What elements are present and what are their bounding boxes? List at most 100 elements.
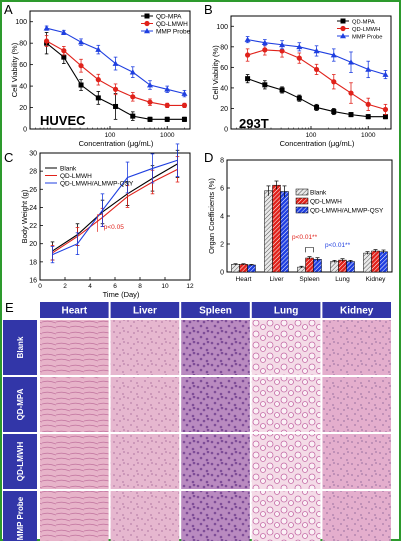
histology-image-cell <box>40 434 109 489</box>
ytick-label-c: 20 <box>29 241 37 248</box>
legend-label-c: QD-LMWH <box>60 173 92 180</box>
x-axis-label-b: Concentration (μg/mL) <box>280 139 355 148</box>
legend-marker-a <box>144 20 150 27</box>
column-header-cell <box>251 302 321 318</box>
ytick-label-a: 100 <box>15 19 27 26</box>
data-point-b <box>365 101 371 107</box>
column-header-label: Lung <box>274 306 298 317</box>
data-point-a <box>95 46 102 52</box>
bar-d <box>313 259 322 273</box>
data-point-a <box>112 60 119 66</box>
histology-image-cell <box>251 377 321 432</box>
x-axis-label-a: Concentration (μg/mL) <box>79 139 154 148</box>
data-point-a <box>112 86 119 92</box>
data-point-a <box>60 29 67 35</box>
panel-letter-c: C <box>4 150 13 165</box>
category-label-d: Liver <box>269 276 284 283</box>
column-header-label: Heart <box>62 306 88 317</box>
data-point-a <box>61 48 67 54</box>
column-header-cell <box>181 302 250 318</box>
data-point-b <box>382 114 388 120</box>
data-point-b <box>279 48 285 54</box>
y-axis-label-a: Cell Viability (%) <box>10 42 19 97</box>
ytick-label-c: 18 <box>29 259 37 266</box>
ytick-label-b: 40 <box>220 85 228 92</box>
bar-d <box>379 251 388 273</box>
data-point-b <box>261 39 268 46</box>
ytick-label-c: 28 <box>29 169 37 176</box>
data-point-a <box>95 95 101 101</box>
data-point-a <box>181 116 187 122</box>
ytick-label-b: 100 <box>216 24 228 31</box>
panel-letter-d: D <box>204 150 213 165</box>
y-axis-label-c: Body Weight (g) <box>20 189 29 243</box>
category-label-d: Kidney <box>366 276 387 283</box>
bar-d <box>346 261 355 273</box>
xtick-label-c: 12 <box>186 283 194 290</box>
annotation-p001-blue: p<0.01** <box>325 242 351 249</box>
column-header-cell <box>40 302 109 318</box>
legend-label-b: QD-LMWH <box>352 27 380 33</box>
column-header-label: Spleen <box>199 306 232 317</box>
legend-marker-b <box>340 18 346 24</box>
data-point-a <box>129 69 136 75</box>
data-point-b <box>314 104 320 110</box>
data-point-a <box>78 82 84 88</box>
legend-label-b: MMP Probe <box>352 35 383 41</box>
legend-label-c: QD-LMWH/ALMWP-QSY <box>60 181 134 188</box>
x-axis-label-c: Time (Day) <box>103 290 140 299</box>
significance-bracket-d <box>305 247 314 253</box>
data-point-b <box>330 52 337 58</box>
ytick-label-a: 0 <box>23 127 27 134</box>
histology-image-cell <box>251 434 321 489</box>
data-point-a <box>181 102 188 108</box>
data-point-b <box>279 87 285 93</box>
xtick-label-c: 8 <box>138 283 142 290</box>
ytick-label-a: 80 <box>19 41 27 48</box>
annotation-huvec: HUVEC <box>40 113 86 128</box>
bar-d <box>239 264 248 273</box>
row-header-cell <box>3 491 37 541</box>
category-label-d: Lung <box>335 276 350 283</box>
legend-swatch-d <box>295 197 309 205</box>
data-point-b <box>382 71 389 77</box>
data-point-b <box>262 47 268 53</box>
data-point-a <box>130 113 136 119</box>
xtick-label-c: 2 <box>63 283 67 290</box>
bar-d <box>371 250 380 273</box>
histology-image-cell <box>181 320 250 375</box>
data-point-b <box>296 55 302 61</box>
legend-marker-a <box>144 28 150 34</box>
data-point-a <box>147 82 153 88</box>
y-axis-label-d: Organ Coefficients (%) <box>207 178 216 254</box>
data-point-a <box>130 94 136 100</box>
annotation-p001-red: p<0.01** <box>292 234 318 241</box>
data-point-a <box>164 116 170 122</box>
data-point-a <box>95 77 101 83</box>
ytick-label-a: 20 <box>19 105 27 112</box>
xtick-label-c: 4 <box>88 283 92 290</box>
series-line-c <box>52 163 178 252</box>
legend-marker-b <box>340 33 346 39</box>
ytick-label-b: 20 <box>220 106 228 113</box>
data-point-b <box>348 59 354 65</box>
data-point-b <box>244 36 251 42</box>
data-point-a <box>78 63 84 69</box>
row-header-cell <box>3 377 37 432</box>
panel-letter-b: B <box>204 2 213 17</box>
xtick-label-c: 6 <box>113 283 117 290</box>
data-point-b <box>365 114 371 120</box>
legend-label-a: QD-LMWH <box>156 21 188 28</box>
legend-label-b: QD-MPA <box>352 20 375 26</box>
annotation-p005: p<0.05 <box>104 224 124 231</box>
histology-image-cell <box>110 434 180 489</box>
ytick-label-d: 4 <box>220 214 224 221</box>
xtick-label-a: 100 <box>105 132 116 139</box>
bar-d <box>363 252 372 273</box>
data-point-b <box>245 76 251 82</box>
annotation-293t: 293T <box>239 116 269 131</box>
histology-image-cell <box>251 320 321 375</box>
ytick-label-c: 16 <box>29 278 37 285</box>
bar-d <box>231 264 240 273</box>
column-header-cell <box>322 302 391 318</box>
